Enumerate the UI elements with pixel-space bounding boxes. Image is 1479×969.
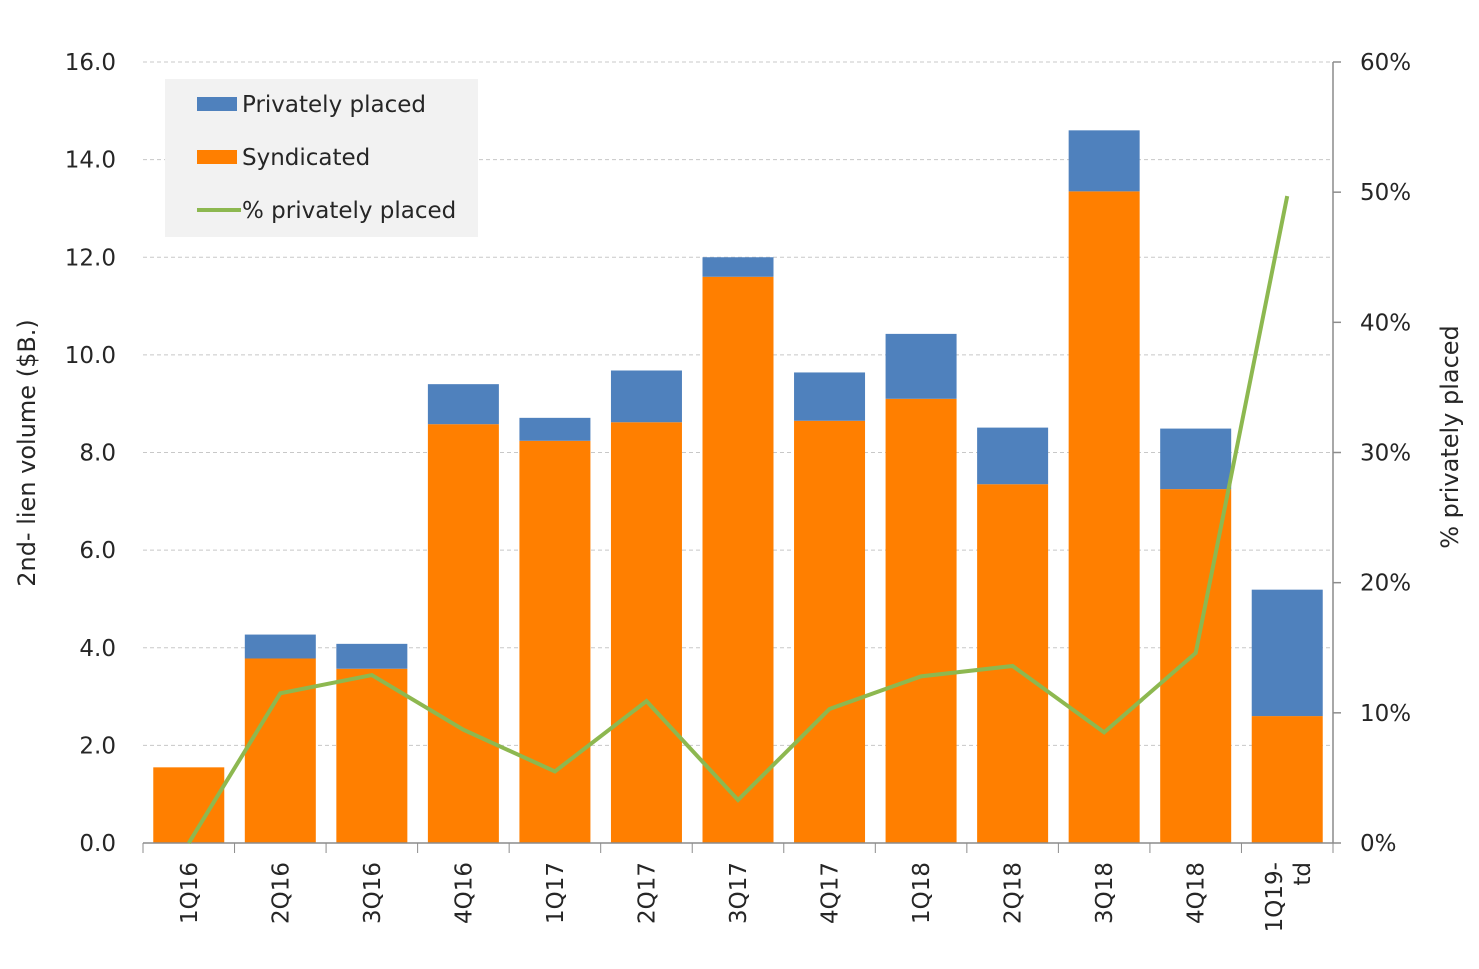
x-tick-label: 3Q18	[1092, 862, 1118, 924]
bar-syndicated	[977, 484, 1048, 843]
x-tick-label: 1Q18	[909, 862, 935, 924]
y-right-tick-label: 50%	[1360, 180, 1411, 206]
bar-syndicated	[1160, 489, 1231, 843]
bar-syndicated	[245, 658, 316, 843]
y-right-tick-label: 40%	[1360, 310, 1411, 336]
legend-label: % privately placed	[242, 198, 456, 224]
y-left-tick-label: 16.0	[65, 50, 116, 76]
bar-syndicated	[428, 424, 499, 843]
x-tick-label: 2Q18	[1001, 862, 1027, 924]
x-tick-label: 3Q17	[726, 862, 752, 924]
bar-syndicated	[519, 441, 590, 843]
bar-privately-placed	[336, 644, 407, 669]
x-tick-label: 4Q16	[451, 862, 477, 924]
y-right-tick-label: 0%	[1360, 831, 1397, 857]
bar-privately-placed	[245, 635, 316, 659]
bar-privately-placed	[1069, 130, 1140, 191]
x-tick-label: 4Q17	[818, 862, 844, 924]
y-left-tick-label: 14.0	[65, 148, 116, 174]
y-right-tick-label: 10%	[1360, 701, 1411, 727]
bar-privately-placed	[428, 384, 499, 424]
bar-privately-placed	[611, 370, 682, 422]
x-tick-label: 2Q16	[268, 862, 294, 924]
y-left-tick-label: 2.0	[79, 733, 116, 759]
bar-syndicated	[703, 277, 774, 843]
x-tick-label: 1Q17	[543, 862, 569, 924]
bar-privately-placed	[886, 334, 957, 399]
legend-label: Privately placed	[242, 92, 426, 118]
legend-swatch	[197, 97, 237, 111]
x-tick-label: 1Q19-	[1262, 862, 1288, 932]
y-left-tick-label: 10.0	[65, 343, 116, 369]
bar-privately-placed	[794, 372, 865, 420]
x-tick-label: 3Q16	[360, 862, 386, 924]
y-right-tick-label: 30%	[1360, 441, 1411, 467]
y-left-tick-label: 4.0	[79, 636, 116, 662]
y-right-axis-title: % privately placed	[1436, 325, 1464, 549]
y-right-tick-label: 60%	[1360, 50, 1411, 76]
x-tick-label: 4Q18	[1184, 862, 1210, 924]
bar-syndicated	[1069, 191, 1140, 843]
bar-syndicated	[611, 422, 682, 843]
bar-syndicated	[886, 399, 957, 843]
bar-privately-placed	[977, 428, 1048, 485]
y-left-tick-label: 0.0	[79, 831, 116, 857]
x-tick-label: 1Q16	[177, 862, 203, 924]
bar-privately-placed	[703, 257, 774, 277]
bar-privately-placed	[1252, 590, 1323, 716]
legend-swatch	[197, 150, 237, 164]
bar-syndicated	[336, 669, 407, 843]
legend-label: Syndicated	[242, 145, 370, 171]
bar-syndicated	[794, 421, 865, 843]
y-left-axis-title: 2nd- lien volume ($B.)	[13, 319, 41, 587]
y-left-tick-label: 12.0	[65, 245, 116, 271]
x-tick-label: td	[1290, 862, 1316, 886]
y-left-tick-label: 8.0	[79, 441, 116, 467]
y-left-tick-label: 6.0	[79, 538, 116, 564]
bar-syndicated	[1252, 716, 1323, 843]
bar-privately-placed	[519, 418, 590, 441]
x-tick-label: 2Q17	[634, 862, 660, 924]
y-right-tick-label: 20%	[1360, 571, 1411, 597]
bar-privately-placed	[1160, 429, 1231, 490]
